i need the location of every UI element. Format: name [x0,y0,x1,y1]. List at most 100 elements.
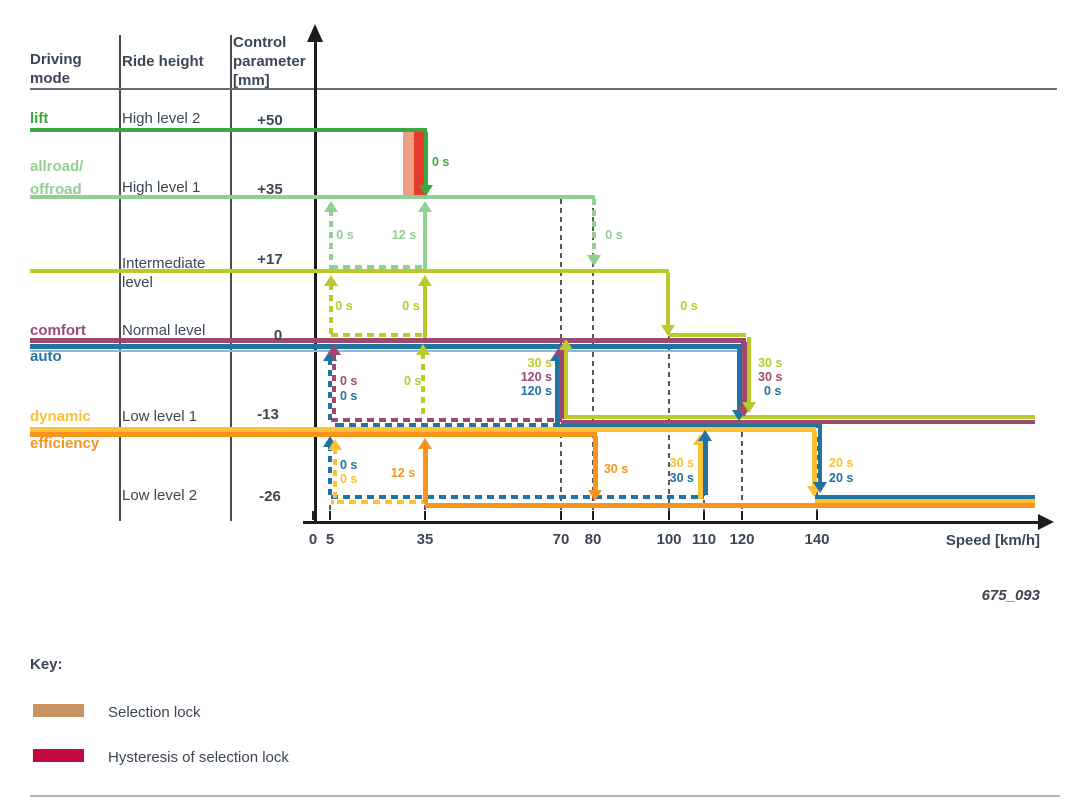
time-label: 0 s [340,472,358,486]
transition-arrow-blue [328,445,332,495]
arrowhead-olive-icon [418,275,432,286]
table-text: Control parameter [mm] [233,34,306,89]
table-column-divider-2 [230,35,232,521]
time-label: 0 s [432,155,450,169]
time-label: 30 s [669,471,694,485]
time-label: 0 s [764,384,782,398]
time-label: 0 s [402,299,420,313]
level-line-olive [561,415,1035,419]
time-label: 0 s [340,389,358,403]
y-axis [313,40,317,523]
time-label: 30 s [669,456,694,470]
transition-arrow-yellow [333,448,337,499]
transition-arrow-yellow [811,431,817,488]
transition-arrow-lgreen [423,210,427,269]
time-label: 0 s [336,228,354,242]
key-label-selection-lock: Selection lock [108,704,201,721]
tick-label: 110 [691,531,717,548]
tick-label: 100 [656,531,682,548]
table-text: Driving mode [30,51,82,87]
key-swatch-hysteresis [33,749,84,762]
level-line-olive [669,333,746,337]
arrowhead-yellow-icon [328,439,342,450]
table-text: +50 [257,112,283,129]
arrowhead-orange-icon [588,490,602,501]
table-text: Normal level [122,322,206,339]
time-label: 20 s [829,471,854,485]
arrowhead-blue-icon [550,350,564,361]
transition-arrow-blue [554,359,560,423]
tick-mark [741,511,743,520]
transition-arrow-lgreen [592,199,596,257]
level-line-lgreen [30,195,595,199]
transition-arrow-purple [558,353,564,419]
time-label: 0 s [404,374,422,388]
level-line-purple-dashed [331,418,561,422]
transition-arrow-purple [332,353,336,418]
arrowhead-olive-icon [661,325,675,336]
selection-lock-band [403,131,414,195]
tick-mark [668,511,670,520]
arrowhead-green-icon [419,185,433,196]
transition-arrow-blue [328,359,332,423]
table-column-divider-1 [119,35,121,521]
table-text: +17 [257,251,283,268]
level-line-blue-dashed [331,495,704,499]
table-text: offroad [30,181,82,198]
table-text: 0 [273,327,283,344]
time-label: 12 s [391,228,417,242]
table-header-divider [30,88,1057,90]
table-text: efficiency [30,435,100,452]
transition-arrow-orange [422,447,428,503]
time-label: 0 s [340,374,358,388]
level-line-olive [30,269,669,273]
arrowhead-lgreen-icon [324,201,338,212]
level-line-blue [30,343,744,349]
transition-arrow-olive [329,284,333,338]
arrowhead-olive-icon [559,339,573,350]
table-text: allroad/ [30,158,84,175]
arrowhead-lgreen-icon [587,255,601,266]
arrowhead-purple-icon [327,344,341,355]
tick-mark [560,511,562,520]
key-swatch-selection-lock [33,704,84,717]
time-label: 30 s [758,370,783,384]
transition-arrow-olive [564,348,568,415]
time-label: 0 s [335,299,353,313]
level-line-blue [815,495,1035,499]
grid-line [592,199,594,520]
level-line-orange [30,431,597,437]
tick-mark [329,511,331,520]
table-text: lift [30,110,49,127]
tick-mark [592,511,594,520]
hysteresis-band [414,131,426,195]
level-line-purple [561,419,1035,424]
time-label: 0 s [680,299,698,313]
table-text: Low level 1 [122,408,198,425]
table-text: High level 2 [122,110,201,127]
x-axis [303,520,1040,524]
figure-number: 675_093 [981,587,1040,604]
level-line-olive-dashed [331,333,425,337]
tick-label: 120 [729,531,755,548]
transition-arrow-green [424,132,428,187]
time-label: 30 s [603,462,629,476]
x-axis-arrow-icon [1038,514,1054,530]
tick-label: 80 [584,531,602,548]
tick-label: 0 [308,531,318,548]
arrowhead-blue-icon [698,430,712,441]
table-text: Ride height [122,53,204,70]
tick-mark [703,511,705,520]
transition-arrow-yellow [697,443,703,499]
grid-line [668,273,670,520]
speed-axis-label: Speed [km/h] [945,532,1040,549]
arrowhead-olive-icon [742,402,756,413]
transition-arrow-olive [421,353,425,418]
arrowhead-lgreen-icon [418,201,432,212]
tick-mark [312,511,314,520]
transition-arrow-orange [592,436,598,492]
transition-arrow-olive [666,273,670,327]
transition-arrow-purple [741,342,747,408]
time-label: 120 s [520,370,552,384]
